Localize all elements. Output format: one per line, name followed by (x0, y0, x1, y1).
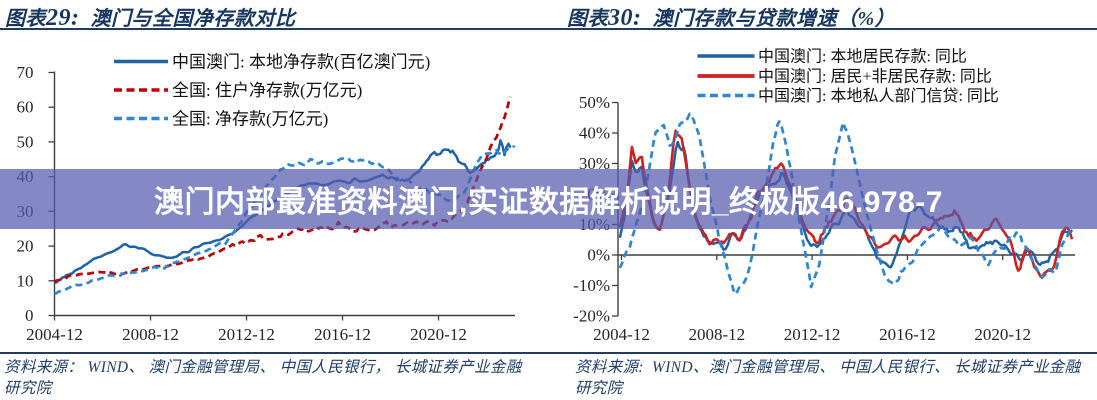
svg-text:40%: 40% (579, 124, 610, 143)
svg-text:2004-12: 2004-12 (26, 325, 83, 344)
svg-text:2004-12: 2004-12 (593, 325, 650, 344)
svg-text:2016-12: 2016-12 (314, 325, 371, 344)
svg-text:60: 60 (17, 98, 34, 117)
svg-text:-20%: -20% (573, 307, 610, 326)
svg-text:50%: 50% (579, 93, 610, 112)
svg-text:全国: 住户净存款(万亿元): 全国: 住户净存款(万亿元) (172, 81, 362, 100)
svg-text:中国澳门: 本地私人部门信贷: 同比: 中国澳门: 本地私人部门信贷: 同比 (758, 87, 999, 105)
svg-text:50: 50 (17, 132, 34, 151)
svg-text:全国: 净存款(万亿元): 全国: 净存款(万亿元) (172, 110, 328, 129)
svg-text:30%: 30% (579, 154, 610, 173)
svg-text:中国澳门: 居民+非居民存款: 同比: 中国澳门: 居民+非居民存款: 同比 (758, 68, 992, 86)
svg-text:2016-12: 2016-12 (879, 325, 936, 344)
svg-text:中国澳门: 本地净存款(百亿澳门元): 中国澳门: 本地净存款(百亿澳门元) (172, 53, 430, 72)
svg-text:0%: 0% (587, 246, 610, 265)
svg-text:中国澳门: 本地居民存款: 同比: 中国澳门: 本地居民存款: 同比 (758, 48, 967, 66)
svg-text:2012-12: 2012-12 (218, 325, 275, 344)
svg-text:2020-12: 2020-12 (974, 325, 1031, 344)
svg-text:70: 70 (17, 63, 34, 82)
svg-text:2012-12: 2012-12 (784, 325, 841, 344)
svg-text:0: 0 (25, 306, 34, 325)
svg-text:2008-12: 2008-12 (688, 325, 745, 344)
svg-text:2008-12: 2008-12 (122, 325, 179, 344)
svg-text:10: 10 (17, 271, 34, 290)
svg-text:-10%: -10% (573, 276, 610, 295)
svg-text:2020-12: 2020-12 (410, 325, 467, 344)
svg-text:20: 20 (17, 237, 34, 256)
